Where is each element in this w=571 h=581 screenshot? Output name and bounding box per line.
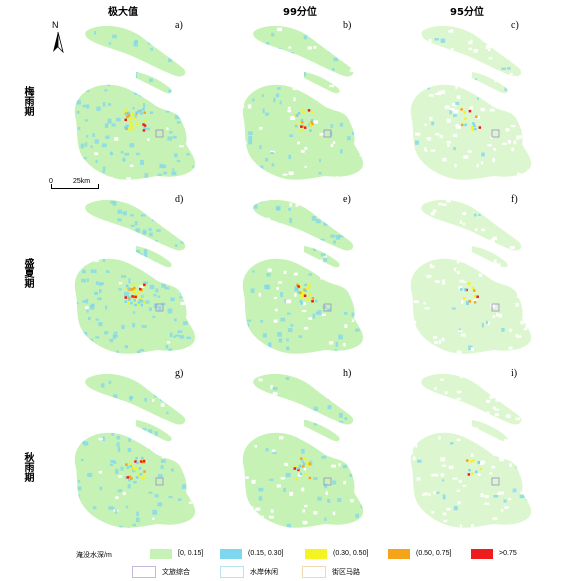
- map-mainland: [242, 258, 364, 354]
- map-mainland: [74, 432, 196, 528]
- legend-outline-label-1: 水岸休闲: [250, 569, 278, 576]
- legend-label-2: (0.30, 0.50]: [333, 550, 369, 557]
- map-mainland: [74, 84, 196, 180]
- panel-label-p99-midsummer: e): [343, 194, 351, 205]
- panel-label-max-autumn: g): [175, 368, 184, 379]
- scale-bar: 0 25km: [46, 178, 116, 198]
- map-island-small: [136, 420, 172, 442]
- panel-label-max-midsummer: d): [175, 194, 184, 205]
- map-island-north: [253, 25, 354, 77]
- map-panel-p99-midsummer: e): [216, 184, 386, 364]
- legend-swatch-3: [388, 549, 410, 559]
- map-panel-p99-autumn: h): [216, 358, 386, 538]
- legend-label-3: (0.50, 0.75]: [416, 550, 452, 557]
- cultural-zone-outline: [491, 477, 500, 486]
- legend-label-4: >0.75: [499, 550, 517, 557]
- cultural-zone-outline: [323, 303, 332, 312]
- panel-label-p95-autumn: i): [511, 368, 518, 379]
- row-header-autumn: 秋雨期: [22, 452, 33, 482]
- panel-label-max-meiyu: a): [175, 20, 183, 31]
- map-panel-p99-meiyu: b): [216, 10, 386, 190]
- map-island-north: [253, 373, 354, 425]
- cultural-zone-outline: [155, 129, 164, 138]
- legend-outline-street: [302, 566, 326, 578]
- cultural-zone-outline: [491, 303, 500, 312]
- map-panel-p95-midsummer: f): [384, 184, 554, 364]
- cultural-zone-outline: [323, 129, 332, 138]
- legend-outline-waterfront: [220, 566, 244, 578]
- panel-label-p99-meiyu: b): [343, 20, 352, 31]
- panel-label-p95-midsummer: f): [511, 194, 518, 205]
- column-header-p99: 99分位: [283, 7, 317, 18]
- map-panel-max-meiyu: a): [48, 10, 218, 190]
- map-island-small: [472, 72, 508, 94]
- map-panel-p95-meiyu: c): [384, 10, 554, 190]
- map-panel-max-autumn: g): [48, 358, 218, 538]
- legend-swatch-2: [305, 549, 327, 559]
- legend-swatch-4: [471, 549, 493, 559]
- legend: 淹没水深/m [0, 0.15] (0.15, 0.30] (0.30, 0.5…: [70, 541, 560, 579]
- map-island-small: [304, 420, 340, 442]
- north-label: N: [52, 20, 59, 30]
- cultural-zone-outline: [491, 129, 500, 138]
- map-island-small: [472, 420, 508, 442]
- scale-start-label: 0: [49, 178, 53, 185]
- map-panel-max-midsummer: d): [48, 184, 218, 364]
- row-header-meiyu: 梅雨期: [22, 86, 33, 116]
- map-island-north: [421, 25, 522, 77]
- map-panel-p95-autumn: i): [384, 358, 554, 538]
- cultural-zone-outline: [323, 477, 332, 486]
- legend-label-1: (0.15, 0.30]: [248, 550, 284, 557]
- scale-end-label: 25km: [73, 178, 91, 185]
- north-arrow-icon: N: [49, 20, 67, 54]
- map-island-north: [421, 199, 522, 251]
- map-island-small: [304, 246, 340, 268]
- row-header-midsummer: 盛夏期: [22, 258, 33, 288]
- legend-outline-label-0: 文旅综合: [162, 569, 190, 576]
- map-island-north: [421, 373, 522, 425]
- map-mainland: [410, 258, 532, 354]
- panel-label-p95-meiyu: c): [511, 20, 519, 31]
- map-island-north: [85, 373, 186, 425]
- map-mainland: [410, 432, 532, 528]
- map-island-small: [136, 72, 172, 94]
- legend-label-0: [0, 0.15]: [178, 550, 204, 557]
- map-island-north: [85, 25, 186, 77]
- map-mainland: [242, 84, 364, 180]
- legend-outline-cultural: [132, 566, 156, 578]
- map-mainland: [242, 432, 364, 528]
- legend-title: 淹没水深/m: [76, 552, 112, 559]
- map-mainland: [410, 84, 532, 180]
- map-island-small: [136, 246, 172, 268]
- panel-label-p99-autumn: h): [343, 368, 352, 379]
- column-header-max: 极大值: [108, 7, 138, 18]
- legend-swatch-1: [220, 549, 242, 559]
- map-island-north: [253, 199, 354, 251]
- map-island-small: [472, 246, 508, 268]
- map-island-small: [304, 72, 340, 94]
- cultural-zone-outline: [155, 477, 164, 486]
- legend-swatch-0: [150, 549, 172, 559]
- column-header-p95: 95分位: [450, 7, 484, 18]
- cultural-zone-outline: [155, 303, 164, 312]
- legend-outline-label-2: 街区马路: [332, 569, 360, 576]
